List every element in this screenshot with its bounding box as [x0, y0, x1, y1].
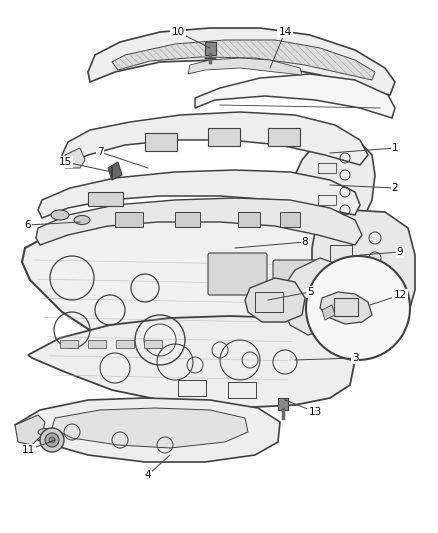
FancyBboxPatch shape: [116, 340, 134, 348]
Polygon shape: [28, 316, 355, 408]
Circle shape: [49, 437, 55, 443]
Text: 9: 9: [397, 247, 403, 257]
FancyBboxPatch shape: [88, 192, 123, 206]
Ellipse shape: [38, 429, 52, 435]
Polygon shape: [312, 210, 415, 328]
Ellipse shape: [51, 210, 69, 220]
Polygon shape: [15, 398, 280, 462]
Text: 8: 8: [302, 237, 308, 247]
Text: 4: 4: [145, 470, 151, 480]
FancyBboxPatch shape: [208, 253, 267, 295]
Polygon shape: [245, 278, 305, 322]
Circle shape: [306, 256, 410, 360]
Polygon shape: [290, 140, 375, 228]
FancyBboxPatch shape: [60, 340, 78, 348]
Polygon shape: [22, 210, 368, 385]
Text: 14: 14: [279, 27, 292, 37]
Text: 2: 2: [392, 183, 398, 193]
FancyBboxPatch shape: [268, 128, 300, 146]
Polygon shape: [65, 148, 85, 168]
Polygon shape: [38, 170, 360, 218]
Polygon shape: [15, 415, 45, 445]
FancyBboxPatch shape: [145, 133, 177, 151]
Circle shape: [45, 433, 59, 447]
Polygon shape: [322, 305, 335, 320]
FancyBboxPatch shape: [273, 260, 322, 296]
FancyBboxPatch shape: [238, 212, 260, 227]
FancyBboxPatch shape: [115, 212, 143, 227]
Polygon shape: [188, 58, 302, 75]
Text: 1: 1: [392, 143, 398, 153]
FancyBboxPatch shape: [144, 340, 162, 348]
Text: 10: 10: [171, 27, 184, 37]
Text: 12: 12: [393, 290, 406, 300]
Text: 6: 6: [25, 220, 31, 230]
Polygon shape: [195, 74, 395, 118]
Polygon shape: [62, 112, 368, 165]
FancyBboxPatch shape: [88, 340, 106, 348]
Polygon shape: [52, 408, 248, 448]
Circle shape: [40, 428, 64, 452]
FancyBboxPatch shape: [278, 398, 287, 409]
Polygon shape: [112, 40, 375, 80]
FancyBboxPatch shape: [205, 42, 215, 54]
Polygon shape: [36, 198, 362, 245]
Text: 3: 3: [352, 353, 358, 363]
Polygon shape: [108, 162, 122, 180]
FancyBboxPatch shape: [208, 128, 240, 146]
Text: 5: 5: [307, 287, 313, 297]
Text: 15: 15: [58, 157, 72, 167]
Text: 11: 11: [21, 445, 35, 455]
Polygon shape: [320, 292, 372, 324]
Polygon shape: [282, 258, 348, 335]
Text: 13: 13: [308, 407, 321, 417]
FancyBboxPatch shape: [280, 212, 300, 227]
FancyBboxPatch shape: [175, 212, 200, 227]
Polygon shape: [88, 28, 395, 95]
Text: 7: 7: [97, 147, 103, 157]
Ellipse shape: [74, 215, 90, 224]
